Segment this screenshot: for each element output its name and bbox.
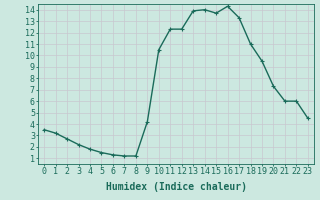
X-axis label: Humidex (Indice chaleur): Humidex (Indice chaleur) xyxy=(106,182,246,192)
